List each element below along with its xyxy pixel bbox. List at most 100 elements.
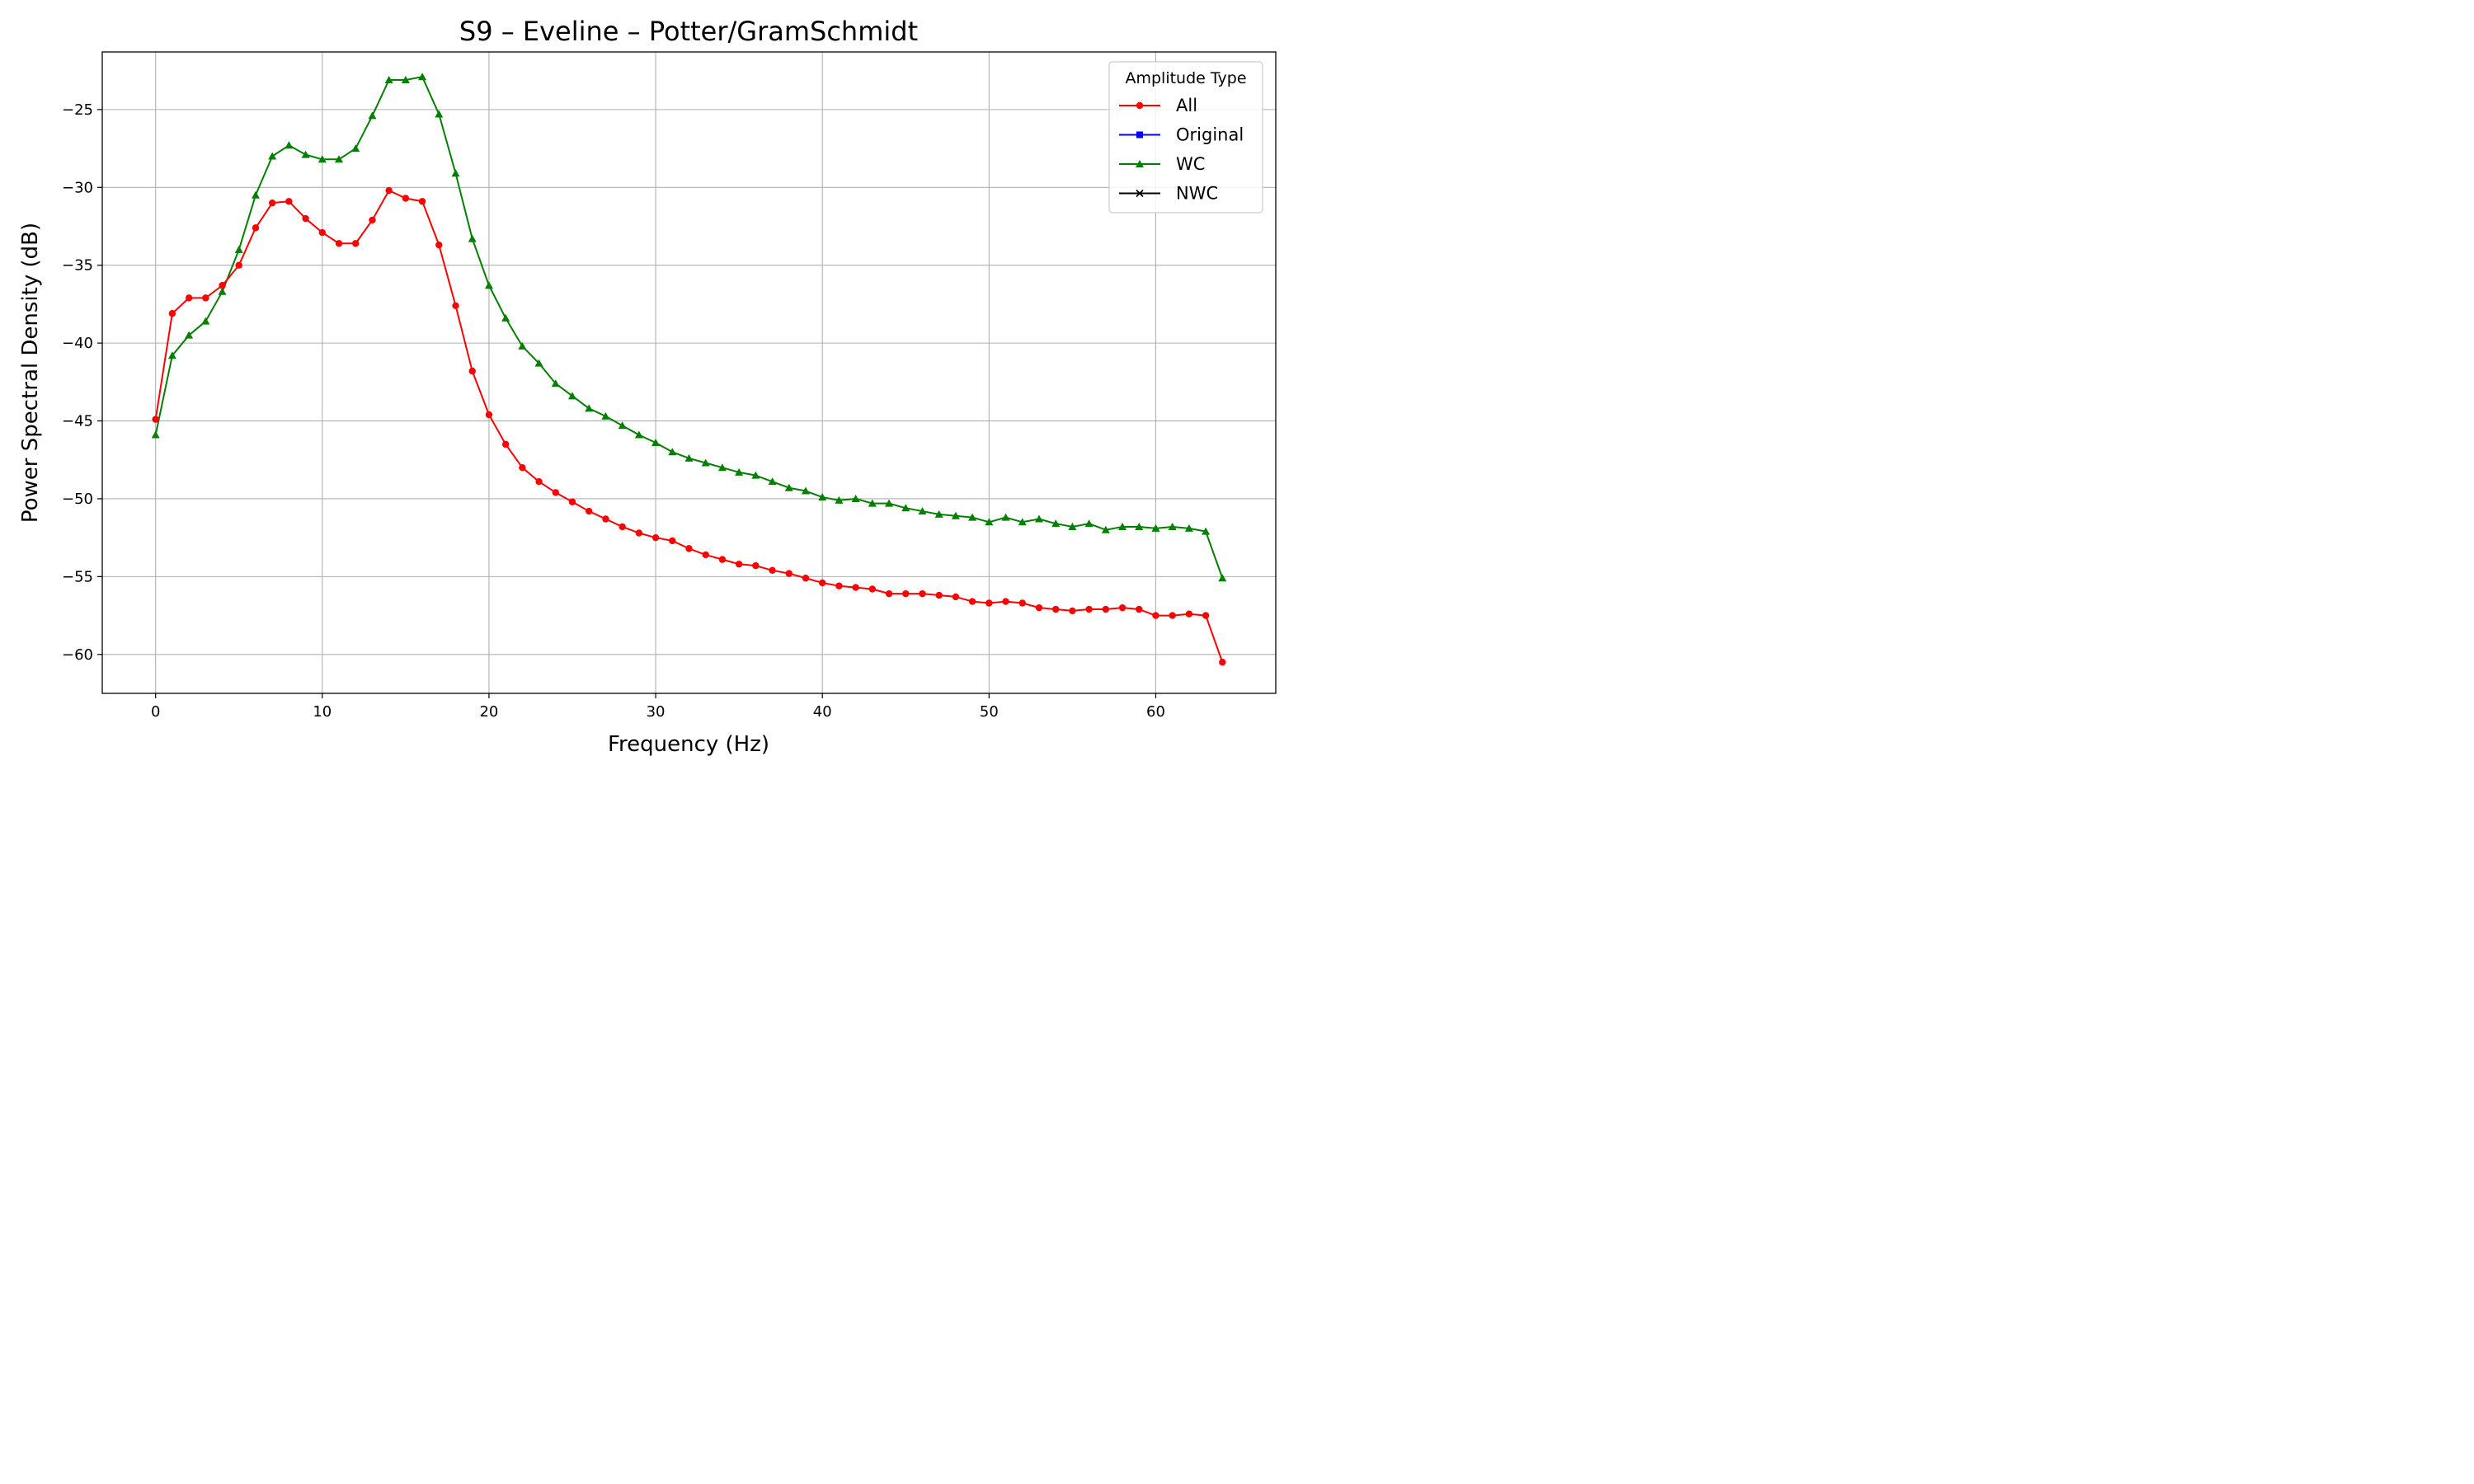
data-point-all: [669, 537, 676, 545]
data-point-wc: [1001, 513, 1010, 521]
legend-marker-original: [1136, 131, 1143, 139]
data-point-wc: [167, 351, 176, 359]
data-point-wc: [568, 392, 577, 400]
data-point-wc: [335, 155, 344, 163]
data-point-wc: [285, 141, 294, 149]
data-point-wc: [651, 438, 661, 446]
data-point-all: [1136, 605, 1143, 613]
data-point-all: [1202, 612, 1210, 619]
data-point-all: [919, 589, 926, 598]
data-point-all: [202, 294, 209, 302]
data-point-all: [1219, 659, 1226, 666]
legend-marker-nwc: [1136, 189, 1144, 198]
data-point-wc: [534, 359, 543, 367]
data-point-all: [1152, 612, 1159, 619]
data-point-all: [1185, 610, 1193, 618]
data-point-all: [785, 570, 793, 577]
data-point-wc: [985, 518, 994, 526]
data-point-wc: [885, 499, 894, 507]
data-point-all: [435, 241, 443, 249]
y-tick-label: −60: [62, 646, 93, 664]
data-point-wc: [551, 379, 560, 387]
data-point-wc: [1034, 514, 1043, 523]
data-point-wc: [317, 155, 327, 163]
data-point-wc: [351, 144, 360, 153]
data-point-all: [952, 593, 960, 601]
data-point-wc: [1018, 518, 1027, 526]
data-point-wc: [368, 111, 377, 120]
data-point-wc: [201, 317, 210, 325]
data-point-all: [802, 575, 810, 582]
data-point-all: [902, 589, 910, 598]
data-point-wc: [418, 73, 427, 81]
y-tick-label: −50: [62, 491, 93, 508]
data-point-all: [1002, 598, 1009, 605]
data-point-all: [552, 489, 559, 496]
data-point-wc: [1118, 522, 1127, 530]
data-point-wc: [185, 331, 194, 339]
data-point-all: [1035, 603, 1043, 612]
data-point-wc: [1051, 519, 1061, 528]
data-point-wc: [268, 152, 277, 160]
legend-item-nwc: NWC: [1119, 184, 1218, 204]
legend-label-nwc: NWC: [1176, 184, 1218, 204]
data-point-all: [485, 411, 493, 419]
data-point-wc: [1084, 519, 1094, 528]
y-tick-label: −45: [62, 413, 93, 430]
legend-item-wc: WC: [1119, 154, 1205, 174]
data-point-wc: [585, 404, 594, 412]
data-point-wc: [301, 150, 310, 158]
data-point-wc: [701, 458, 710, 467]
x-axis-label: Frequency (Hz): [608, 732, 769, 757]
data-point-wc: [918, 507, 927, 515]
y-axis-ticks: −60 −55 −50 −45 −40 −35 −30 −25: [62, 101, 102, 664]
data-point-wc: [835, 495, 844, 504]
x-tick-label: 10: [313, 703, 332, 721]
data-point-all: [618, 523, 626, 531]
data-point-wc: [951, 511, 960, 519]
y-tick-label: −55: [62, 568, 93, 585]
data-point-wc: [435, 110, 444, 118]
x-tick-label: 20: [479, 703, 498, 721]
data-point-all: [586, 507, 593, 515]
data-point-wc: [868, 499, 877, 507]
data-point-all: [735, 561, 743, 568]
y-tick-label: −40: [62, 335, 93, 352]
data-point-wc: [384, 75, 393, 83]
data-point-wc: [451, 169, 460, 177]
legend-items: All Original WC NWC: [1119, 96, 1244, 204]
y-tick-label: −35: [62, 257, 93, 275]
data-point-all: [385, 186, 393, 195]
legend-label-wc: WC: [1176, 154, 1205, 174]
x-tick-label: 0: [151, 703, 160, 721]
data-point-all: [602, 515, 609, 523]
x-tick-label: 30: [647, 703, 666, 721]
y-axis-label: Power Spectral Density (dB): [18, 223, 43, 523]
data-point-wc: [634, 430, 643, 439]
data-point-all: [1018, 599, 1026, 607]
data-point-all: [535, 477, 543, 486]
data-point-wc: [1202, 527, 1211, 535]
data-point-wc: [684, 453, 694, 462]
data-point-wc: [251, 190, 260, 199]
data-point-all: [985, 599, 993, 607]
data-point-all: [685, 545, 693, 552]
x-axis-ticks: 0 10 20 30 40 50 60: [151, 693, 1165, 721]
data-point-all: [752, 561, 760, 570]
y-tick-label: −25: [62, 101, 93, 119]
legend-marker-wc: [1136, 160, 1144, 167]
legend-item-original: Original: [1119, 125, 1244, 145]
data-point-all: [568, 498, 576, 505]
data-point-wc: [234, 245, 243, 253]
data-point-wc: [934, 510, 943, 518]
data-point-wc: [735, 467, 744, 476]
data-point-wc: [801, 486, 810, 495]
data-point-all: [651, 533, 660, 542]
data-point-wc: [1151, 524, 1160, 532]
data-point-wc: [968, 513, 977, 521]
data-point-wc: [1168, 522, 1177, 530]
data-point-wc: [1101, 525, 1110, 533]
data-point-all: [868, 585, 877, 593]
data-point-all: [968, 598, 976, 605]
psd-line-chart: 0 10 20 30 40 50 60 −60 −55 −50 −45 −40 −35 −30 −25 S…: [0, 0, 1289, 773]
